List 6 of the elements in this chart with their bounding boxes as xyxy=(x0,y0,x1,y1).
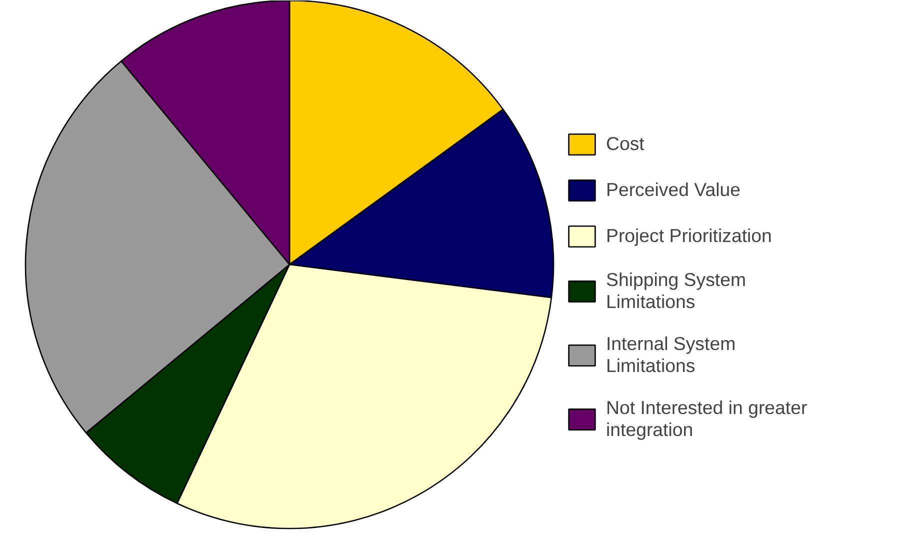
legend-label: Shipping System Limitations xyxy=(606,269,746,313)
legend-label: Internal System Limitations xyxy=(606,333,736,377)
legend-label: Project Prioritization xyxy=(606,225,772,247)
legend-label: Cost xyxy=(606,133,644,155)
legend-label: Perceived Value xyxy=(606,179,740,201)
legend-label: Not Interested in greater integration xyxy=(606,397,808,441)
